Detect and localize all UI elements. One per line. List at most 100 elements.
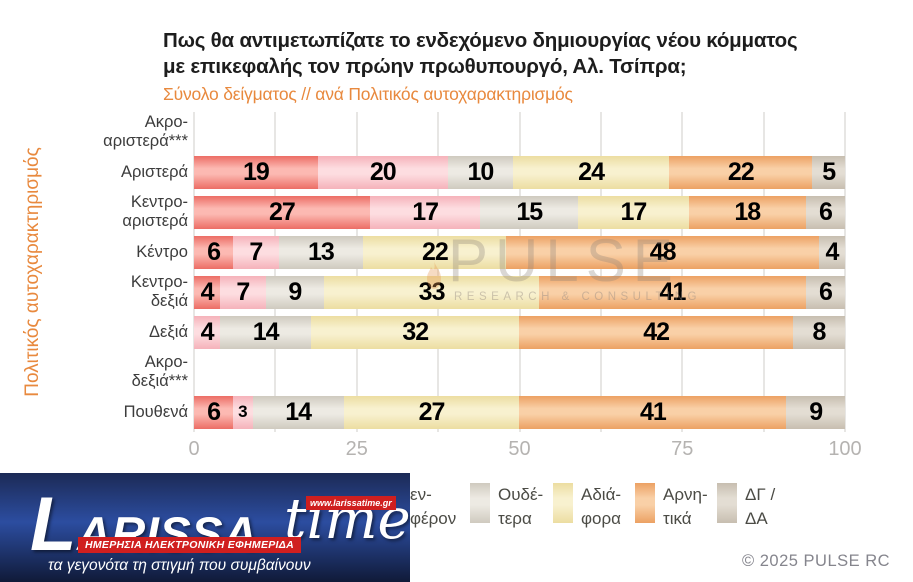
category-label: Αριστερά (120, 162, 188, 181)
segment-value: 7 (236, 277, 250, 306)
legend-swatch (717, 483, 737, 523)
bar-segment: 3 (233, 395, 253, 429)
segment-value: 9 (288, 277, 302, 306)
segment-value: 19 (242, 157, 270, 186)
segment-value: 14 (285, 397, 312, 426)
segment-value: 7 (249, 237, 263, 266)
segment-value: 6 (207, 237, 221, 266)
bar-segment: 42 (519, 315, 793, 349)
legend-item: εν-φέρον (410, 483, 456, 531)
segment-value: 41 (640, 397, 667, 426)
x-axis-ticks: 0 25 50 75 100 (188, 438, 861, 462)
segment-value: 22 (727, 157, 755, 186)
legend-swatch (553, 483, 573, 523)
chart-title: Πως θα αντιμετωπίζατε το ενδεχόμενο δημι… (163, 28, 798, 80)
segment-value: 6 (818, 277, 833, 306)
gridline (681, 112, 684, 432)
bar-segment: 24 (512, 155, 670, 189)
segment-value: 8 (812, 317, 826, 346)
bar-segment: 14 (220, 315, 312, 349)
logo-brand-text: LARISSA (30, 482, 258, 567)
bar-segment: 48 (506, 235, 819, 269)
bar-segment: 4 (194, 315, 221, 349)
bar-row: 6 3 14 27 41 9 (194, 395, 845, 429)
larissatime-logo: LARISSA time www.larissatime.gr ΗΜΕΡΗΣΙΑ… (0, 473, 410, 582)
chart-title-line2: με επικεφαλής τον πρώην πρωθυπουργό, Αλ.… (163, 55, 687, 78)
segment-value: 42 (643, 317, 670, 346)
bar-segment: 6 (194, 395, 234, 429)
category-label: Πουθενά (123, 402, 188, 421)
bar-segment: 7 (220, 275, 266, 309)
segment-value: 14 (252, 317, 280, 346)
segment-value: 22 (421, 237, 449, 266)
bar-row: 19 20 10 24 22 5 (194, 155, 845, 189)
x-tick-label: 50 (508, 438, 531, 460)
bar-segment: 22 (363, 235, 507, 269)
bar-row: 4 7 9 33 41 6 (194, 275, 845, 309)
x-tick-label: 25 (345, 438, 368, 460)
bar-segment: 18 (688, 195, 806, 229)
bar-row: 4 14 32 42 8 (194, 315, 845, 349)
segment-value: 3 (238, 402, 248, 421)
bar-segment: 13 (278, 235, 364, 269)
bar-segment: 32 (311, 315, 520, 349)
bar-segment: 22 (669, 155, 813, 189)
bar-row: 27 17 15 17 18 6 (194, 195, 845, 229)
category-label: Κέντρο (136, 242, 188, 261)
bar-segment: 17 (369, 195, 481, 229)
legend-label: ΔΓ / ΔΑ (745, 485, 776, 528)
x-tick-label: 100 (828, 438, 862, 460)
category-label: Κεντρο-δεξιά (130, 273, 188, 310)
bar-segment: 5 (812, 155, 845, 189)
bar-segment: 20 (317, 155, 448, 189)
legend-item: Αδιά-φορα (553, 483, 621, 531)
segment-value: 18 (734, 197, 761, 226)
bar-segment: 33 (324, 275, 539, 309)
x-tick-label: 0 (188, 438, 200, 460)
category-labels: Ακρο-αριστερά*** Αριστερά Κεντρο-αριστερά Κ… (58, 112, 188, 432)
segment-value: 41 (659, 277, 687, 306)
bar-segment: 9 (265, 275, 325, 309)
gridline (518, 112, 521, 432)
logo-url-badge: www.larissatime.gr (306, 496, 396, 510)
bar-segment: 10 (447, 155, 513, 189)
gridline (437, 112, 440, 432)
segment-value: 13 (308, 237, 335, 266)
chart-title-line1: Πως θα αντιμετωπίζατε το ενδεχόμενο δημι… (163, 29, 798, 52)
bar-segment: 4 (194, 275, 221, 309)
bar-segment: 6 (805, 275, 845, 309)
gridline (274, 112, 277, 432)
legend-swatch (635, 483, 655, 523)
logo-banner-text: ΗΜΕΡΗΣΙΑ ΗΛΕΚΤΡΟΝΙΚΗ ΕΦΗΜΕΡΙΔΑ (78, 537, 302, 553)
bar-segment: 8 (792, 315, 845, 349)
segment-value: 6 (818, 197, 833, 226)
category-label: Ακρο-αριστερά*** (103, 113, 188, 150)
bar-segment: 27 (343, 395, 520, 429)
segment-value: 4 (200, 317, 215, 346)
bar-segment: 4 (818, 235, 845, 269)
bar-segment: 7 (233, 235, 279, 269)
segment-value: 9 (809, 397, 823, 426)
segment-value: 24 (578, 157, 605, 186)
legend-label: Ουδέ-τερα (498, 485, 544, 528)
legend-item: Αρνη-τικά (635, 483, 708, 531)
segment-value: 48 (649, 237, 677, 266)
segment-value: 5 (822, 157, 836, 186)
bar-segment: 41 (539, 275, 806, 309)
segment-value: 4 (200, 277, 215, 306)
gridline (762, 112, 765, 432)
segment-value: 32 (402, 317, 429, 346)
bar-segment: 14 (252, 395, 344, 429)
logo-tagline-text: τα γεγονότα τη στιγμή που συμβαίνουν (48, 557, 311, 574)
bar-row: 6 7 13 22 48 4 (194, 235, 845, 269)
segment-value: 20 (369, 157, 397, 186)
segment-value: 17 (620, 197, 647, 226)
segment-value: 27 (418, 397, 446, 426)
legend-item: Ουδέ-τερα (470, 483, 543, 531)
bar-segment: 6 (805, 195, 845, 229)
x-tick-label: 75 (671, 438, 694, 460)
segment-value: 4 (825, 237, 839, 266)
category-label: Κεντρο-αριστερά (122, 193, 188, 230)
legend-label: Αδιά-φορα (581, 485, 622, 528)
gridline (355, 112, 358, 432)
